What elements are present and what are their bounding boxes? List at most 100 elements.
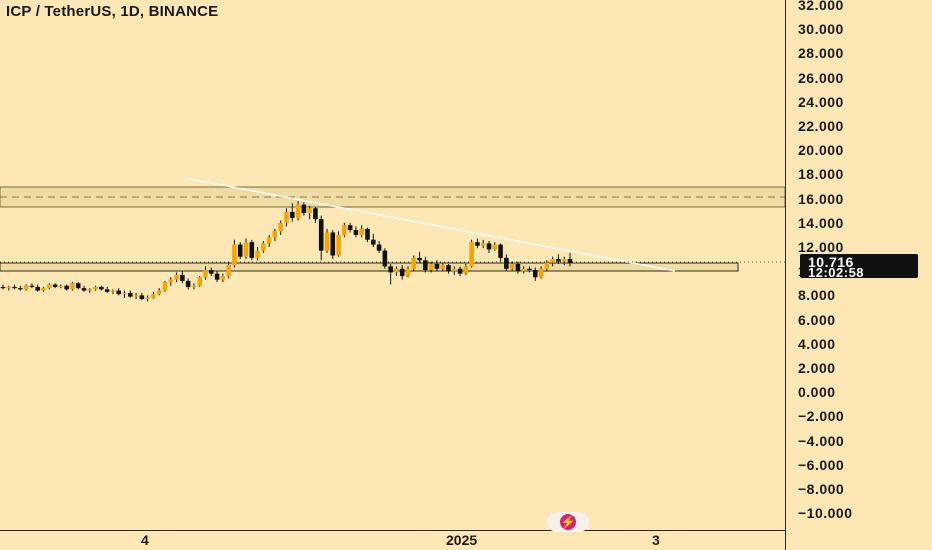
candle (249, 239, 255, 261)
candle (18, 285, 23, 291)
candle (243, 238, 249, 260)
candle-body (162, 282, 168, 291)
candle (93, 285, 98, 291)
candle-body (191, 285, 197, 287)
candle (353, 226, 359, 238)
candle-body (347, 225, 353, 231)
candle (417, 251, 422, 263)
candle (185, 278, 191, 290)
price-axis-border (785, 0, 786, 550)
price-label: 28.000 (798, 45, 844, 62)
candle (214, 271, 220, 283)
candle-body (486, 243, 492, 250)
price-label: −2.000 (798, 408, 845, 425)
candle (272, 228, 278, 241)
candle (486, 240, 492, 254)
candle-body (342, 225, 347, 235)
candle (405, 266, 411, 278)
candle (382, 248, 388, 269)
price-label: 0.000 (798, 384, 836, 401)
candle-body (313, 208, 318, 220)
candle-body (469, 242, 474, 267)
candle-body (428, 263, 434, 270)
candle-body (93, 286, 98, 290)
trendline (184, 177, 676, 272)
candle (180, 271, 185, 284)
candle-body (145, 297, 150, 300)
price-label: 26.000 (798, 69, 844, 86)
candle (347, 222, 353, 233)
candle-body (567, 259, 573, 263)
candle-body (509, 263, 515, 269)
candle (324, 228, 330, 254)
candle (556, 254, 561, 264)
candle-body (295, 204, 301, 218)
price-label: 32.000 (798, 0, 844, 13)
current-price-tag: 10.716 12:02:58 (800, 254, 918, 280)
candle-body (370, 239, 376, 245)
candle-body (411, 257, 417, 269)
candle (428, 261, 434, 273)
candle (388, 263, 393, 285)
current-price-value: 10.716 (808, 254, 854, 270)
candle-body (446, 265, 451, 272)
candle (451, 266, 457, 275)
candle-body (440, 265, 446, 269)
candle (41, 286, 46, 292)
candle (116, 288, 122, 296)
candle-body (423, 260, 428, 270)
candle (527, 266, 532, 273)
candle (174, 272, 179, 283)
candle-body (463, 266, 469, 274)
candle (446, 263, 451, 274)
price-label: 8.000 (798, 287, 836, 304)
candle-body (168, 279, 174, 283)
candle-body (301, 204, 307, 214)
candle-body (475, 242, 480, 246)
candle (492, 242, 498, 251)
candle (532, 267, 538, 281)
candle (318, 215, 324, 261)
candle (237, 242, 243, 260)
candle-body (122, 292, 127, 295)
candle (220, 273, 226, 283)
candle-body (139, 295, 145, 300)
candle-body (504, 257, 509, 269)
candle (208, 267, 214, 277)
candle-body (365, 228, 370, 240)
candle-body (110, 290, 116, 292)
candle (567, 253, 573, 267)
candle (226, 261, 231, 279)
candle (139, 292, 145, 301)
tradingview-logo-icon[interactable]: ⚡ (547, 512, 589, 532)
candle-body (382, 250, 388, 267)
candle-body (324, 232, 330, 251)
candle (521, 266, 527, 274)
candle-body (35, 286, 41, 291)
candle-body (180, 274, 185, 281)
price-label: 2.000 (798, 360, 836, 376)
candle (87, 288, 93, 293)
candle (261, 240, 266, 254)
candle-body (64, 285, 69, 290)
candle-body (237, 244, 243, 257)
candle-body (174, 274, 179, 280)
candle-body (52, 284, 58, 287)
candle-body (81, 288, 87, 291)
candle-body (272, 231, 278, 238)
candle (544, 260, 550, 272)
candle-body (451, 268, 457, 272)
candle (191, 283, 197, 290)
candle-body (243, 242, 249, 257)
price-label: 4.000 (798, 335, 836, 352)
candle (151, 291, 156, 300)
support-zone (0, 262, 739, 272)
candle (168, 277, 174, 286)
candle (127, 290, 133, 298)
price-label: −6.000 (798, 456, 845, 473)
candle (370, 233, 376, 247)
price-label: 22.000 (798, 118, 844, 134)
candle (295, 201, 301, 221)
